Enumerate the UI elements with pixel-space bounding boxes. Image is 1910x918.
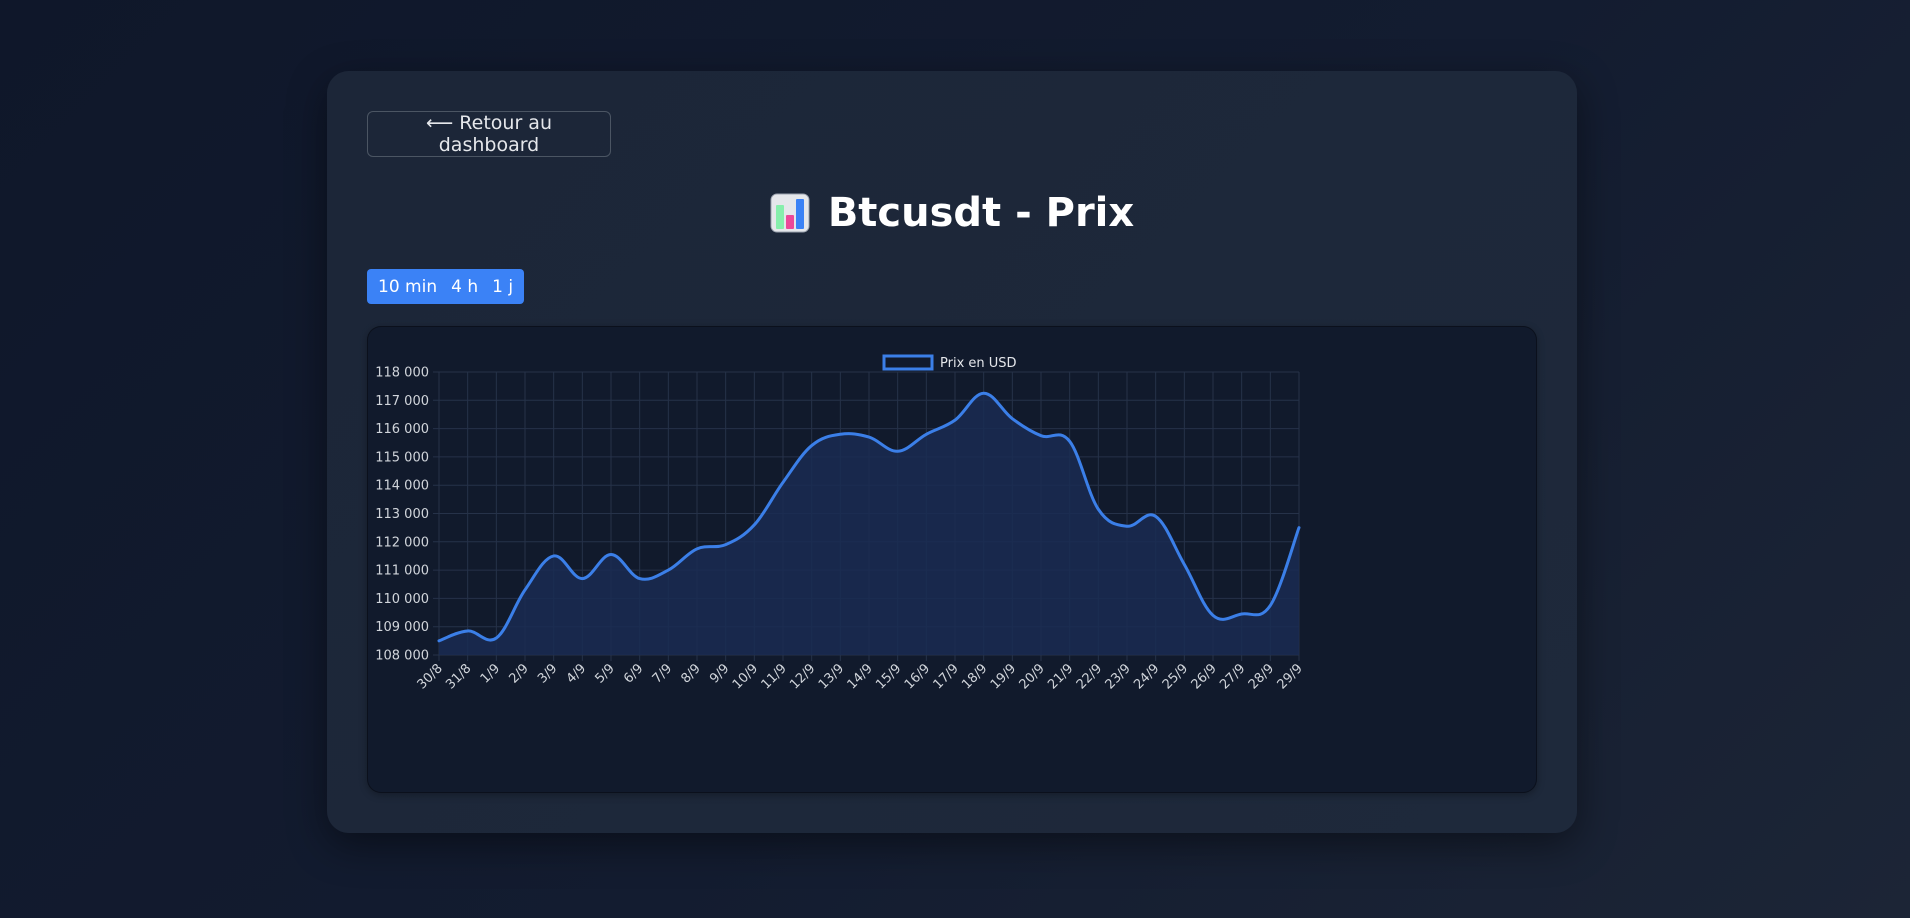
x-tick-label: 31/8 <box>443 661 474 692</box>
x-tick-label: 6/9 <box>621 661 646 686</box>
timeframe-1d-button[interactable]: 1 j <box>492 276 514 297</box>
price-line <box>437 391 1301 643</box>
legend-swatch <box>882 354 934 371</box>
x-axis-ticks: 30/831/8 1/9 2/9 3/9 4/9 5/9 6/9 7/9 8/9 9/910/91… <box>415 661 1306 692</box>
x-tick-label: 5/9 <box>592 661 617 686</box>
x-tick-label: 8/9 <box>678 661 703 686</box>
chart-card: ⟵ Retour au dashboard Btcusdt - Prix 10 … <box>327 71 1577 833</box>
x-tick-label: 14/9 <box>845 661 876 692</box>
x-tick-label: 21/9 <box>1045 661 1076 692</box>
x-tick-label: 27/9 <box>1217 661 1248 692</box>
y-tick-label: 112 000 <box>375 535 429 550</box>
x-tick-label: 3/9 <box>535 661 560 686</box>
timeframe-selector: 10 min 4 h 1 j <box>367 269 525 304</box>
page-title: Btcusdt - Prix <box>327 183 1577 243</box>
x-tick-label: 25/9 <box>1160 661 1191 692</box>
x-tick-label: 19/9 <box>988 661 1019 692</box>
x-tick-label: 23/9 <box>1103 661 1134 692</box>
y-tick-label: 109 000 <box>375 620 429 635</box>
price-area-fill <box>439 393 1299 655</box>
x-tick-label: 11/9 <box>759 661 790 692</box>
bar-chart-icon <box>770 193 810 233</box>
y-tick-label: 113 000 <box>375 507 429 522</box>
y-tick-label: 116 000 <box>375 422 429 437</box>
x-tick-label: 13/9 <box>816 661 847 692</box>
x-tick-label: 29/9 <box>1275 661 1306 692</box>
y-tick-label: 115 000 <box>375 450 429 465</box>
y-tick-label: 114 000 <box>375 479 429 494</box>
y-tick-label: 110 000 <box>375 592 429 607</box>
x-tick-label: 10/9 <box>730 661 761 692</box>
back-button-label: ⟵ Retour au dashboard <box>426 112 552 156</box>
y-tick-label: 108 000 <box>375 649 429 664</box>
legend-label: Prix en USD <box>940 356 1017 371</box>
x-tick-label: 9/9 <box>707 661 732 686</box>
y-axis-ticks: 118 000 117 000 116 000 115 000 114 000 113 0… <box>375 366 429 664</box>
chart-legend[interactable]: Prix en USD <box>882 354 1017 371</box>
x-tick-label: 22/9 <box>1074 661 1105 692</box>
x-tick-label: 15/9 <box>873 661 904 692</box>
x-tick-label: 4/9 <box>564 661 589 686</box>
x-tick-label: 18/9 <box>959 661 990 692</box>
x-tick-label: 17/9 <box>931 661 962 692</box>
x-tick-label: 28/9 <box>1246 661 1277 692</box>
x-tick-label: 16/9 <box>902 661 933 692</box>
x-tick-label: 12/9 <box>787 661 818 692</box>
y-tick-label: 111 000 <box>375 564 429 579</box>
timeframe-10min-button[interactable]: 10 min <box>378 276 438 297</box>
back-to-dashboard-button[interactable]: ⟵ Retour au dashboard <box>367 111 611 157</box>
page-title-text: Btcusdt - Prix <box>827 190 1135 236</box>
price-chart: 118 000 117 000 116 000 115 000 114 000 113 0… <box>375 354 1306 692</box>
x-tick-label: 2/9 <box>506 661 531 686</box>
timeframe-4h-button[interactable]: 4 h <box>451 276 479 297</box>
y-tick-label: 117 000 <box>375 394 429 409</box>
x-tick-label: 1/9 <box>478 661 503 686</box>
x-tick-label: 20/9 <box>1017 661 1048 692</box>
x-tick-label: 26/9 <box>1189 661 1220 692</box>
x-tick-label: 7/9 <box>650 661 675 686</box>
x-tick-label: 24/9 <box>1131 661 1162 692</box>
x-tick-label: 30/8 <box>415 661 446 692</box>
chart-panel: 118 000 117 000 116 000 115 000 114 000 113 0… <box>367 326 1537 793</box>
y-tick-label: 118 000 <box>375 366 429 381</box>
